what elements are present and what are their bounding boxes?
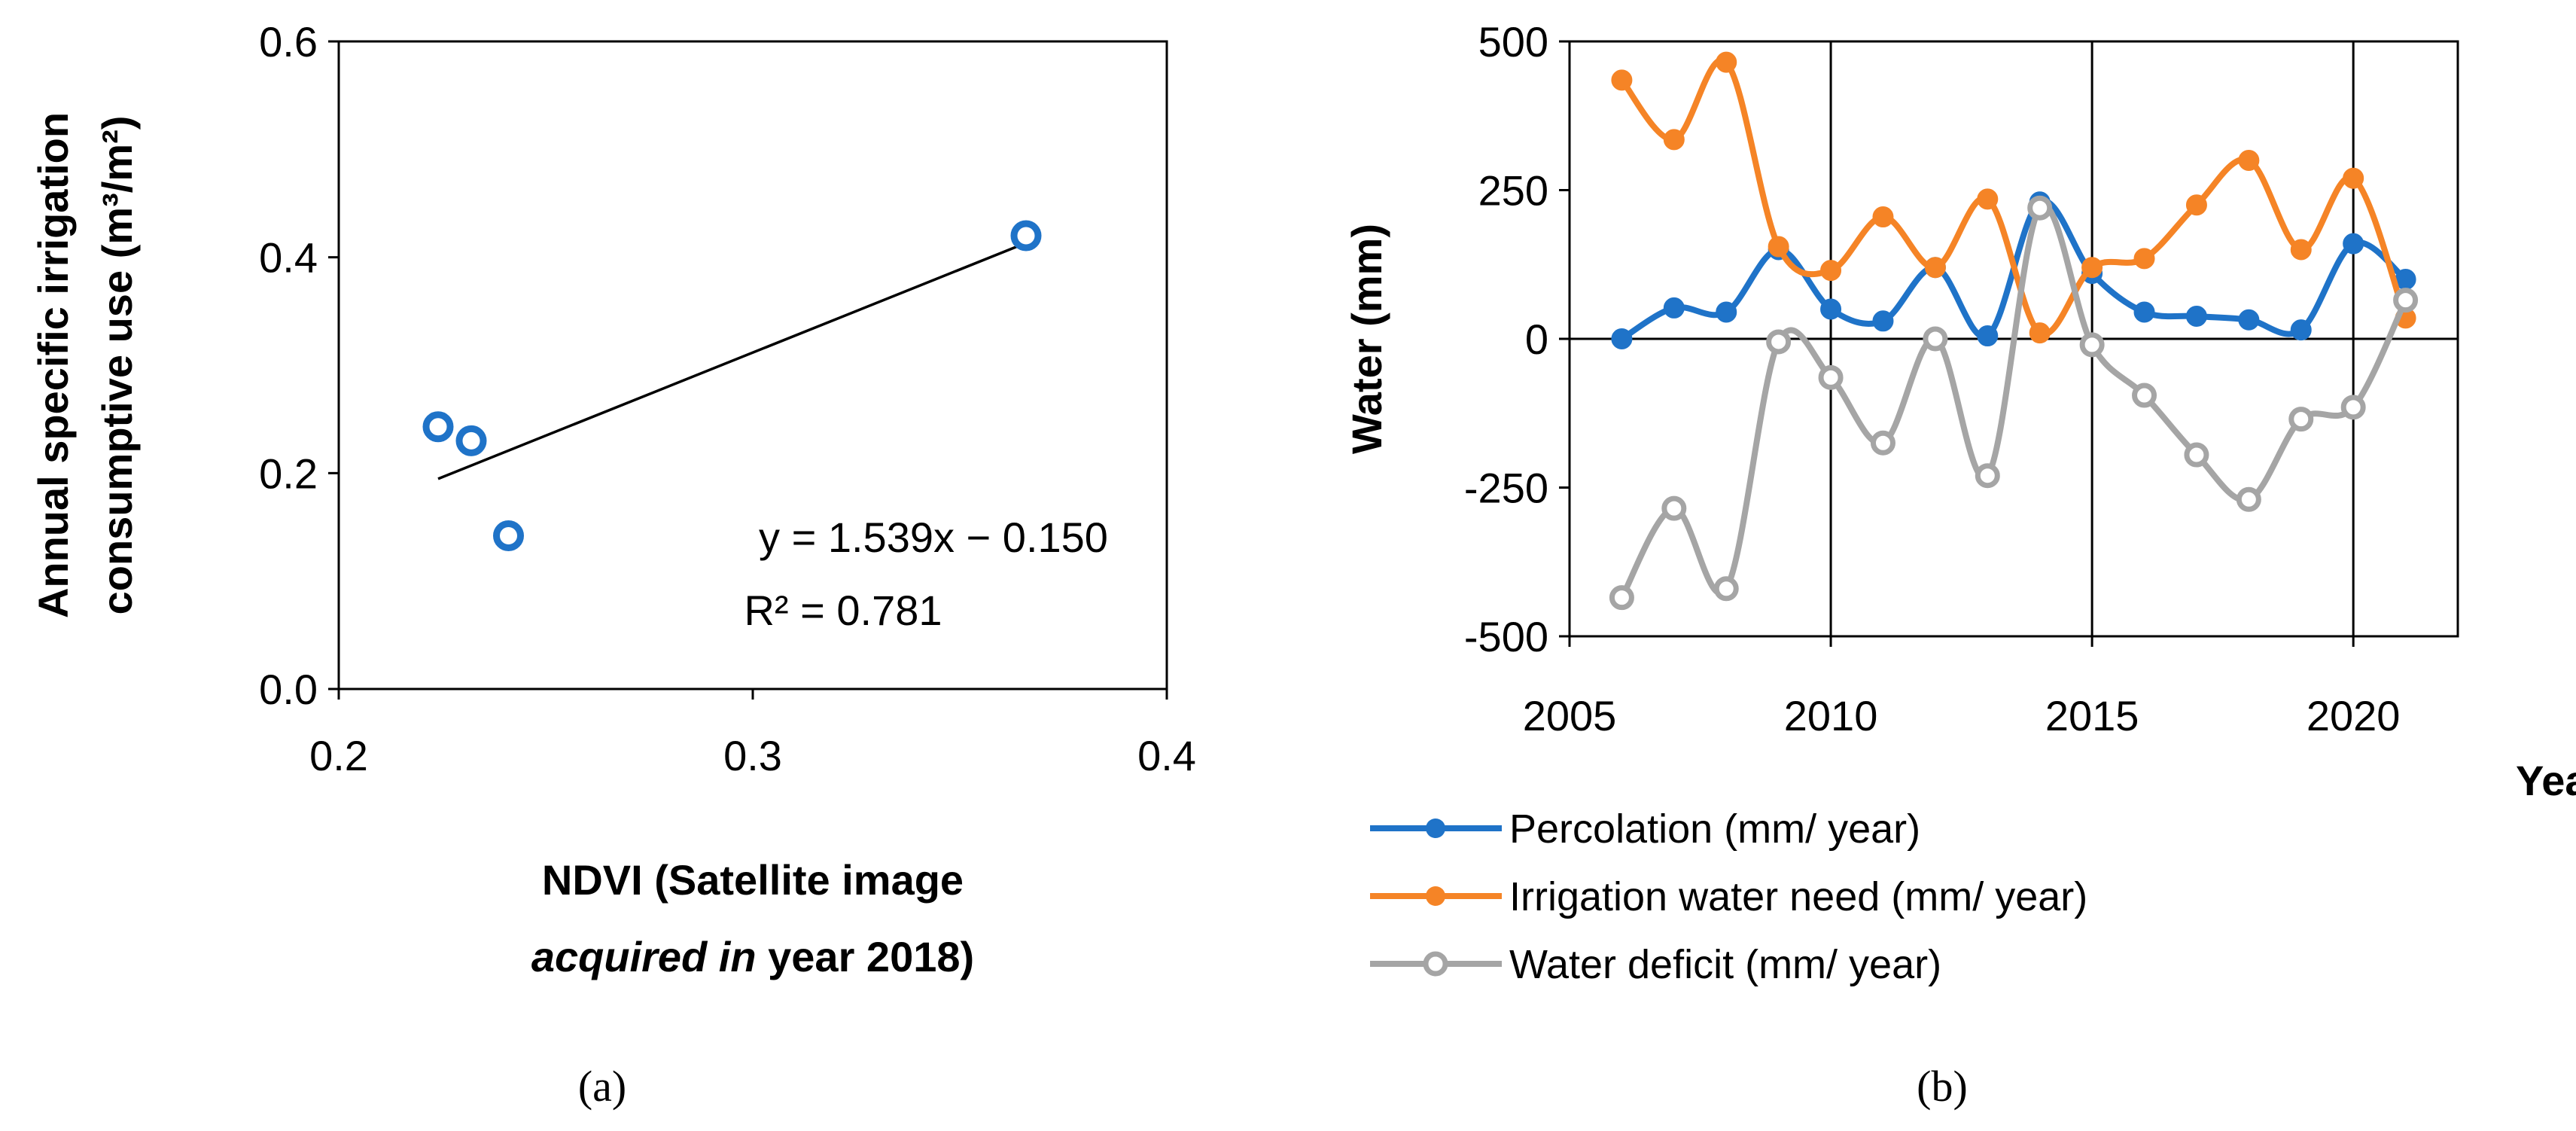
data-point xyxy=(1924,257,1946,279)
data-point xyxy=(1611,328,1633,349)
panel-label-b: (b) xyxy=(1917,1062,1968,1111)
data-point xyxy=(2343,167,2364,189)
data-point xyxy=(2290,239,2312,261)
axis-ticks-a: 0.0 0.2 0.4 0.6 0.2 0.3 0.4 xyxy=(259,18,1196,779)
data-point xyxy=(2079,332,2105,358)
x-tick-label-a: 0.2 xyxy=(309,732,368,779)
x-tick-label-b: 2015 xyxy=(2045,692,2139,739)
data-point xyxy=(2343,233,2364,255)
x-tick-label-b: 2020 xyxy=(2307,692,2401,739)
legend-label: Water deficit (mm/ year) xyxy=(1509,942,1941,987)
data-point xyxy=(1713,576,1739,602)
series-2 xyxy=(1611,51,2416,344)
data-point xyxy=(1870,430,1895,456)
r-squared-label: R² = 0.781 xyxy=(744,587,942,634)
scatter-chart-panel-a: 0.0 0.2 0.4 0.6 0.2 0.3 0.4 y = 1.539x − 0.150… xyxy=(29,18,1196,1111)
scatter-point xyxy=(422,411,454,443)
panel-label-a: (a) xyxy=(578,1062,626,1111)
data-point xyxy=(2238,150,2260,171)
series-1 xyxy=(1611,191,2416,349)
x-axis-label-b: Year xyxy=(2516,757,2576,804)
legend-label: Irrigation water need (mm/ year) xyxy=(1509,874,2087,919)
data-point xyxy=(2184,442,2209,468)
data-point xyxy=(1766,329,1792,355)
y-tick-label-b: -500 xyxy=(1464,613,1548,660)
data-point xyxy=(2133,301,2155,323)
data-point xyxy=(1977,188,1999,210)
scatter-point xyxy=(455,425,487,456)
data-point xyxy=(1661,495,1687,521)
series-line xyxy=(1618,197,2409,342)
data-point xyxy=(1663,297,1685,319)
y-tick-label-b: 250 xyxy=(1478,167,1548,215)
data-point xyxy=(1872,206,1894,228)
x-tick-label-b: 2010 xyxy=(1784,692,1878,739)
data-point xyxy=(2288,407,2314,432)
data-point xyxy=(2027,195,2053,221)
data-point xyxy=(1820,260,1842,282)
x-tick-label-a: 0.4 xyxy=(1137,732,1196,779)
data-point xyxy=(2238,309,2260,331)
equation-label: y = 1.539x − 0.150 xyxy=(759,514,1108,561)
data-point xyxy=(1609,585,1634,611)
data-point xyxy=(1716,301,1737,323)
scatter-points xyxy=(422,220,1042,551)
data-point xyxy=(1716,51,1737,73)
data-point xyxy=(1818,364,1844,390)
data-point xyxy=(1663,129,1685,151)
x-axis-label-a-line1: NDVI (Satellite image xyxy=(542,856,964,904)
series-3 xyxy=(1609,195,2419,611)
line-chart-panel-b: 500 250 0 -250 -500 2005 2010 2015 2020 Water (m… xyxy=(1343,18,2576,1111)
data-point xyxy=(1923,326,1948,352)
data-point xyxy=(2290,319,2312,341)
data-point xyxy=(1872,310,1894,332)
data-point xyxy=(2236,486,2261,512)
x-axis-label-a-italic: acquired in xyxy=(531,933,757,980)
legend-marker xyxy=(1426,886,1445,906)
y-tick-label-a: 0.4 xyxy=(259,234,318,282)
series-group xyxy=(1609,51,2419,611)
scatter-point xyxy=(493,520,524,551)
legend-label: Percolation (mm/ year) xyxy=(1509,806,1920,852)
data-point xyxy=(1975,463,2000,489)
scatter-point xyxy=(1010,220,1042,252)
data-point xyxy=(2081,257,2103,279)
legend: Percolation (mm/ year) Irrigation water n… xyxy=(1370,806,2087,987)
y-tick-label-b: 500 xyxy=(1478,18,1548,66)
y-tick-label-a: 0.6 xyxy=(259,18,318,66)
data-point xyxy=(1768,236,1789,258)
y-axis-label-a-line2: consumptive use (m³/m²) xyxy=(93,116,141,615)
data-point xyxy=(2132,383,2157,408)
data-point xyxy=(1611,69,1633,91)
x-tick-label-b: 2005 xyxy=(1523,692,1617,739)
data-point xyxy=(2393,288,2419,313)
data-point xyxy=(1977,325,1999,347)
legend-marker xyxy=(1426,819,1445,838)
trendline xyxy=(437,242,1027,480)
data-point xyxy=(2340,395,2366,420)
axis-ticks-b: 500 250 0 -250 -500 2005 2010 2015 2020 xyxy=(1464,18,2401,739)
data-point xyxy=(2185,194,2207,216)
y-tick-label-b: -250 xyxy=(1464,465,1548,512)
legend-marker xyxy=(1423,951,1448,977)
y-axis-label-b: Water (mm) xyxy=(1343,224,1390,454)
y-axis-label-a-line1: Annual specific irrigation xyxy=(29,112,77,618)
y-tick-label-a: 0.2 xyxy=(259,450,318,497)
data-point xyxy=(2029,322,2051,344)
data-point xyxy=(2185,305,2207,327)
data-point xyxy=(2133,248,2155,270)
x-axis-label-a-rest: year 2018) xyxy=(757,933,975,980)
y-tick-label-b: 0 xyxy=(1525,316,1548,363)
x-tick-label-a: 0.3 xyxy=(723,732,782,779)
series-line xyxy=(1618,56,2409,337)
data-point xyxy=(1820,298,1842,320)
y-tick-label-a: 0.0 xyxy=(259,666,318,713)
x-axis-label-a-line2: acquired in year 2018) xyxy=(531,933,974,980)
trendline-group xyxy=(437,242,1027,480)
